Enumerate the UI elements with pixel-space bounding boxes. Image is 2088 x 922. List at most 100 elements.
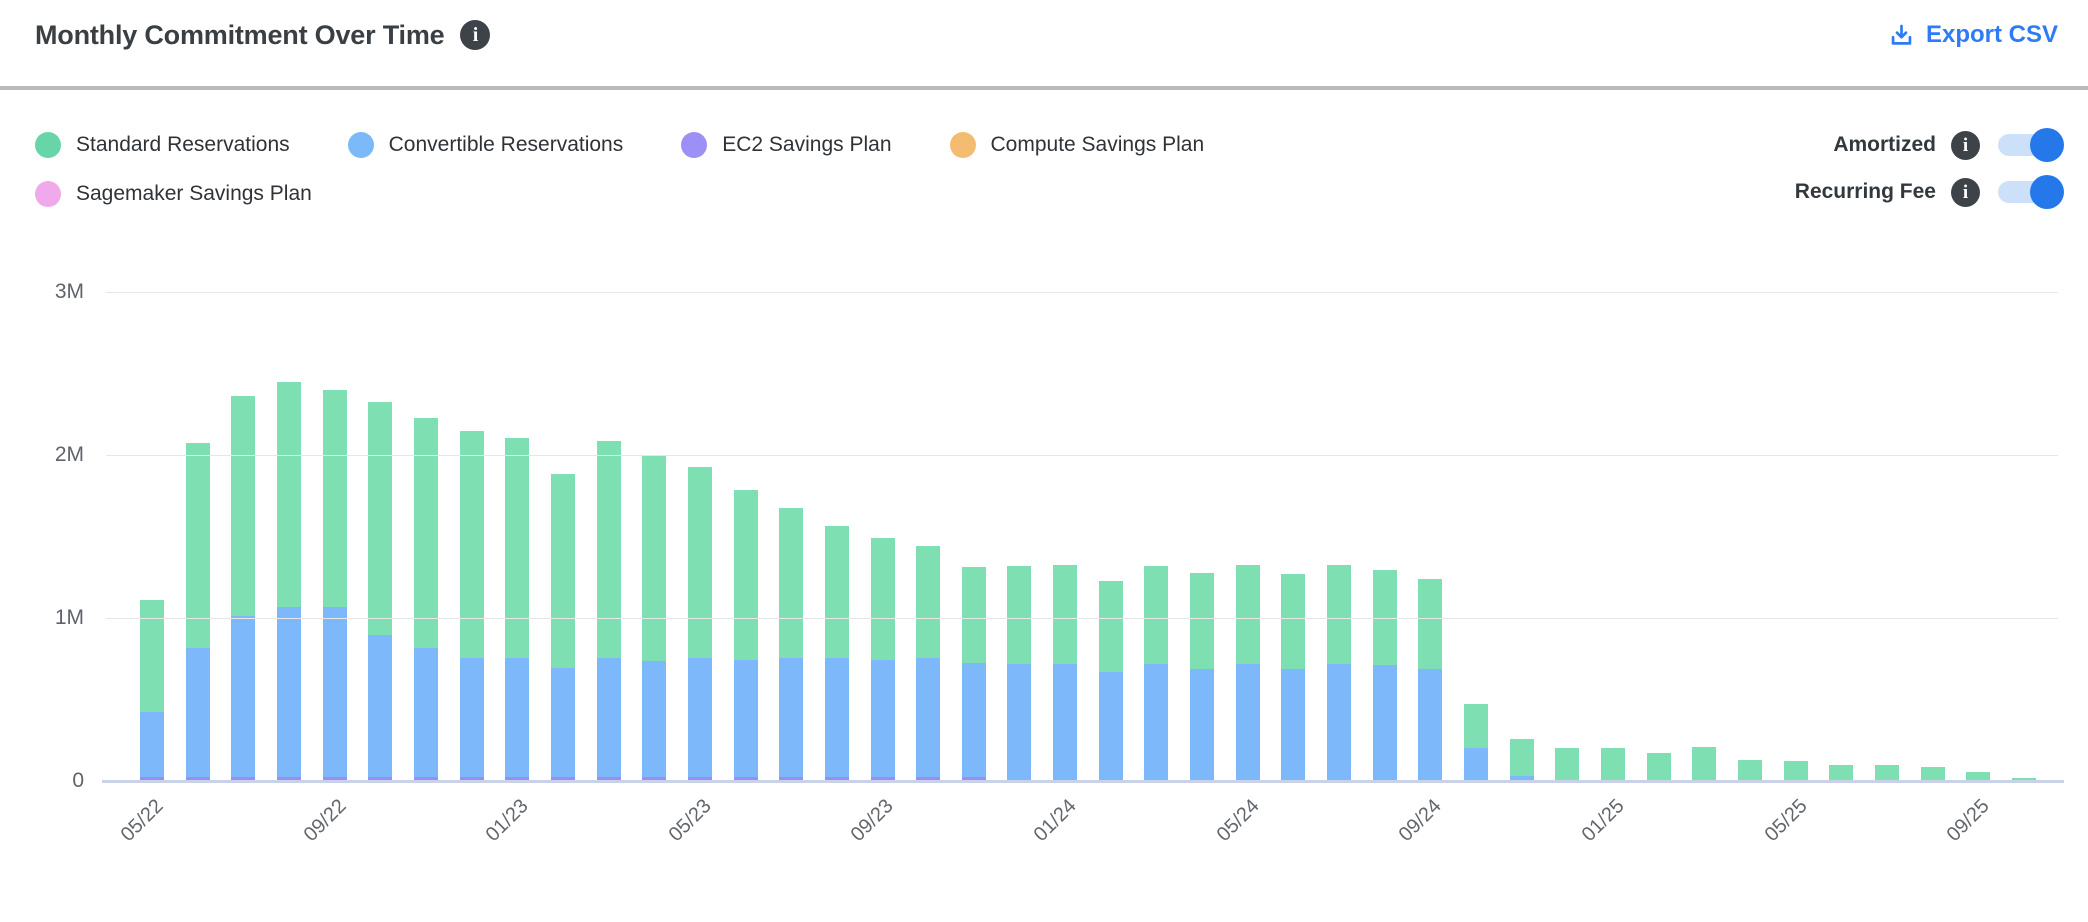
- bar-05-23: 05/23: [664, 292, 715, 846]
- bar-segment-standard-reservations: [687, 467, 712, 658]
- page-title: Monthly Commitment Over Time: [35, 19, 445, 50]
- bar-segment-convertible-reservations: [1007, 664, 1032, 781]
- bar-04-25: [1737, 292, 1762, 781]
- bar-segment-convertible-reservations: [1190, 669, 1215, 781]
- x-axis-tick-09-24: 09/24: [1394, 795, 1446, 846]
- bar-segment-convertible-reservations: [185, 648, 210, 777]
- bar-segment-standard-reservations: [1874, 765, 1899, 781]
- legend-item-sagemaker-savings-plan[interactable]: Sagemaker Savings Plan: [35, 179, 312, 209]
- bar-10-23: [916, 292, 941, 781]
- bar-12-24: [1555, 292, 1580, 781]
- legend-item-compute-savings-plan[interactable]: Compute Savings Plan: [949, 130, 1205, 160]
- bar-segment-standard-reservations: [1190, 573, 1215, 669]
- bar-segment-convertible-reservations: [505, 658, 530, 777]
- bar-01-23: 01/23: [482, 292, 533, 846]
- header-divider: [0, 86, 2088, 90]
- bar-segment-standard-reservations: [140, 600, 164, 712]
- bar-segment-standard-reservations: [276, 382, 301, 607]
- bar-segment-ec2-savings-plan: [916, 777, 941, 781]
- bar-07-25: [1874, 292, 1899, 781]
- bar-segment-convertible-reservations: [459, 658, 484, 777]
- bars-container: 05/22 09/22 01/23 05/23 09/23 01/24 05/24 09/24…: [106, 292, 2058, 846]
- bar-segment-convertible-reservations: [140, 712, 164, 777]
- chart-toggles: Amortized i Recurring Fee i: [1795, 128, 2064, 209]
- toggle-switch-recurring-fee[interactable]: [1998, 175, 2064, 209]
- bar-04-23: [642, 292, 667, 781]
- x-axis-tick-05-23: 05/23: [664, 795, 716, 846]
- bar-02-23: [550, 292, 575, 781]
- bar-segment-ec2-savings-plan: [642, 777, 667, 781]
- legend-dot-icon: [681, 132, 708, 158]
- bar-segment-ec2-savings-plan: [276, 777, 301, 781]
- title-info-icon[interactable]: i: [460, 20, 491, 50]
- bar-segment-standard-reservations: [459, 431, 484, 658]
- bar-11-23: [961, 292, 986, 781]
- bar-segment-standard-reservations: [1327, 565, 1352, 664]
- y-axis-tick-3M: 3M: [54, 280, 84, 303]
- bar-segment-convertible-reservations: [1464, 748, 1489, 781]
- bar-segment-convertible-reservations: [961, 663, 986, 777]
- bar-segment-standard-reservations: [596, 441, 621, 658]
- bar-segment-convertible-reservations: [550, 668, 575, 777]
- bar-segment-standard-reservations: [1281, 574, 1306, 669]
- bar-segment-standard-reservations: [1235, 565, 1260, 664]
- bar-segment-standard-reservations: [1601, 748, 1625, 781]
- legend-item-standard-reservations[interactable]: Standard Reservations: [35, 130, 290, 160]
- bar-segment-convertible-reservations: [642, 661, 667, 777]
- bar-segment-ec2-savings-plan: [322, 777, 347, 781]
- bar-segment-convertible-reservations: [1098, 672, 1123, 781]
- chart-legend: Standard Reservations Convertible Reserva…: [35, 130, 1495, 209]
- x-axis-tick-05-24: 05/24: [1212, 795, 1264, 846]
- bar-segment-ec2-savings-plan: [413, 777, 438, 781]
- bar-segment-standard-reservations: [870, 538, 895, 660]
- bar-segment-standard-reservations: [231, 396, 256, 616]
- bar-08-24: [1372, 292, 1397, 781]
- legend-item-ec2-savings-plan[interactable]: EC2 Savings Plan: [681, 130, 892, 160]
- bar-01-25: 01/25: [1578, 292, 1629, 846]
- toggle-switch-amortized[interactable]: [1998, 128, 2064, 162]
- bar-segment-convertible-reservations: [413, 648, 438, 777]
- bar-segment-ec2-savings-plan: [505, 777, 530, 781]
- toggle-info-icon[interactable]: i: [1951, 177, 1980, 207]
- bar-segment-standard-reservations: [779, 508, 804, 658]
- bar-08-22: [276, 292, 301, 781]
- bar-segment-convertible-reservations: [687, 658, 712, 777]
- bar-09-24: 09/24: [1395, 292, 1446, 846]
- bar-segment-ec2-savings-plan: [459, 777, 484, 781]
- bar-08-23: [824, 292, 849, 781]
- export-csv-button[interactable]: Export CSV: [1888, 21, 2058, 49]
- bar-segment-convertible-reservations: [1327, 664, 1352, 781]
- legend-label: Compute Savings Plan: [990, 133, 1205, 156]
- bar-segment-convertible-reservations: [231, 616, 256, 777]
- toggle-info-icon[interactable]: i: [1951, 130, 1980, 160]
- x-axis-line: [102, 780, 2064, 783]
- bar-segment-standard-reservations: [1783, 761, 1808, 781]
- bar-segment-standard-reservations: [1555, 748, 1580, 781]
- bar-segment-standard-reservations: [961, 567, 986, 663]
- y-axis-tick-0: 0: [72, 769, 84, 792]
- bar-segment-ec2-savings-plan: [550, 777, 575, 781]
- bar-06-24: [1281, 292, 1306, 781]
- legend-dot-icon: [347, 132, 374, 158]
- bar-segment-standard-reservations: [1372, 570, 1397, 665]
- bar-segment-ec2-savings-plan: [231, 777, 256, 781]
- x-axis-tick-09-25: 09/25: [1942, 795, 1994, 846]
- gridline-2M: [106, 455, 2058, 456]
- legend-item-convertible-reservations[interactable]: Convertible Reservations: [347, 130, 623, 160]
- y-axis-tick-1M: 1M: [54, 606, 84, 629]
- bar-segment-convertible-reservations: [1509, 776, 1534, 781]
- bar-segment-convertible-reservations: [733, 660, 758, 777]
- bar-09-23: 09/23: [847, 292, 898, 846]
- bar-segment-ec2-savings-plan: [687, 777, 712, 781]
- bar-segment-standard-reservations: [1692, 747, 1717, 781]
- bar-segment-convertible-reservations: [1053, 664, 1078, 781]
- x-axis-tick-05-22: 05/22: [116, 795, 168, 846]
- bar-segment-standard-reservations: [1418, 579, 1443, 669]
- x-axis-tick-09-23: 09/23: [847, 795, 899, 846]
- bar-segment-standard-reservations: [185, 443, 210, 648]
- bar-segment-ec2-savings-plan: [596, 777, 621, 781]
- bar-segment-standard-reservations: [1053, 565, 1078, 664]
- bar-06-23: [733, 292, 758, 781]
- bar-segment-convertible-reservations: [870, 660, 895, 777]
- bar-10-22: [368, 292, 393, 781]
